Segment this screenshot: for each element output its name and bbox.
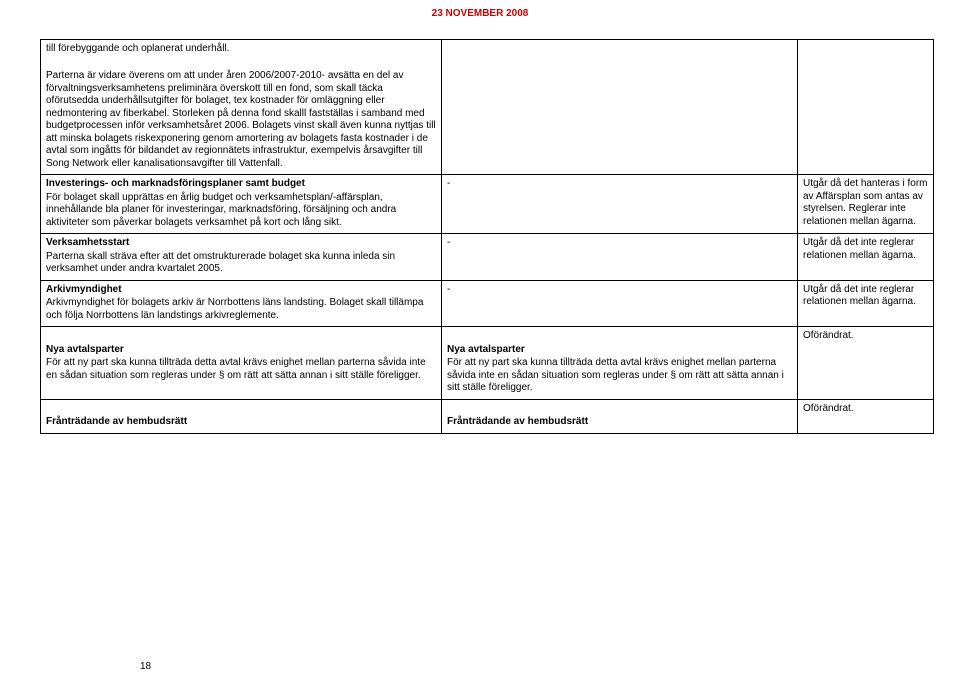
table-row: Nya avtalsparterFör att ny part ska kunn… bbox=[41, 327, 934, 400]
text-segment: För bolaget skall upprättas en årlig bud… bbox=[46, 192, 436, 230]
table-cell: ArkivmyndighetArkivmyndighet för bolaget… bbox=[41, 280, 442, 327]
table-cell: - bbox=[442, 280, 798, 327]
table-row: Frånträdande av hembudsrätt Frånträdande… bbox=[41, 399, 934, 433]
table-cell: Investerings- och marknadsföringsplaner … bbox=[41, 175, 442, 234]
text-segment: Parterna skall sträva efter att det omst… bbox=[46, 251, 436, 276]
text-segment bbox=[447, 403, 792, 416]
table-cell: Nya avtalsparterFör att ny part ska kunn… bbox=[442, 327, 798, 400]
table-cell: till förebyggande och oplanerat underhål… bbox=[41, 40, 442, 175]
table-row: VerksamhetsstartParterna skall sträva ef… bbox=[41, 234, 934, 281]
table-cell: - bbox=[442, 175, 798, 234]
page-header-date: 23 NOVEMBER 2008 bbox=[0, 0, 960, 39]
document-table: till förebyggande och oplanerat underhål… bbox=[40, 39, 934, 434]
table-cell: Oförändrat. bbox=[798, 327, 934, 400]
text-segment bbox=[46, 57, 436, 70]
page-number: 18 bbox=[140, 661, 151, 672]
table-row: till förebyggande och oplanerat underhål… bbox=[41, 40, 934, 175]
table-row: Investerings- och marknadsföringsplaner … bbox=[41, 175, 934, 234]
text-segment: Nya avtalsparter bbox=[46, 344, 436, 357]
text-segment: Utgår då det inte reglerar relationen me… bbox=[803, 284, 928, 309]
text-segment: - bbox=[447, 178, 792, 191]
table-row: ArkivmyndighetArkivmyndighet för bolaget… bbox=[41, 280, 934, 327]
table-cell: Oförändrat. bbox=[798, 399, 934, 433]
text-segment: Frånträdande av hembudsrätt bbox=[46, 416, 436, 429]
text-segment: För att ny part ska kunna tillträda dett… bbox=[447, 357, 792, 395]
table-cell: Utgår då det hanteras i form av Affärspl… bbox=[798, 175, 934, 234]
text-segment: Arkivmyndighet bbox=[46, 284, 436, 297]
text-segment: - bbox=[447, 284, 792, 297]
table-cell: - bbox=[442, 234, 798, 281]
table-cell: VerksamhetsstartParterna skall sträva ef… bbox=[41, 234, 442, 281]
text-segment: Utgår då det inte reglerar relationen me… bbox=[803, 237, 928, 262]
text-segment: till förebyggande och oplanerat underhål… bbox=[46, 43, 436, 56]
table-cell: Nya avtalsparterFör att ny part ska kunn… bbox=[41, 327, 442, 400]
document-table-body: till förebyggande och oplanerat underhål… bbox=[41, 40, 934, 434]
text-segment: Oförändrat. bbox=[803, 330, 928, 343]
text-segment bbox=[447, 330, 792, 343]
text-segment: Nya avtalsparter bbox=[447, 344, 792, 357]
table-cell bbox=[798, 40, 934, 175]
table-cell bbox=[442, 40, 798, 175]
table-cell: Frånträdande av hembudsrätt bbox=[442, 399, 798, 433]
table-cell: Utgår då det inte reglerar relationen me… bbox=[798, 234, 934, 281]
text-segment: Verksamhetsstart bbox=[46, 237, 436, 250]
table-cell: Utgår då det inte reglerar relationen me… bbox=[798, 280, 934, 327]
text-segment: - bbox=[447, 237, 792, 250]
text-segment: Parterna är vidare överens om att under … bbox=[46, 70, 436, 170]
text-segment: Frånträdande av hembudsrätt bbox=[447, 416, 792, 429]
text-segment: Oförändrat. bbox=[803, 403, 928, 416]
text-segment bbox=[46, 403, 436, 416]
text-segment: Utgår då det hanteras i form av Affärspl… bbox=[803, 178, 928, 228]
text-segment: För att ny part ska kunna tillträda dett… bbox=[46, 357, 436, 382]
table-cell: Frånträdande av hembudsrätt bbox=[41, 399, 442, 433]
text-segment bbox=[46, 330, 436, 343]
text-segment: Investerings- och marknadsföringsplaner … bbox=[46, 178, 436, 191]
text-segment: Arkivmyndighet för bolagets arkiv är Nor… bbox=[46, 297, 436, 322]
